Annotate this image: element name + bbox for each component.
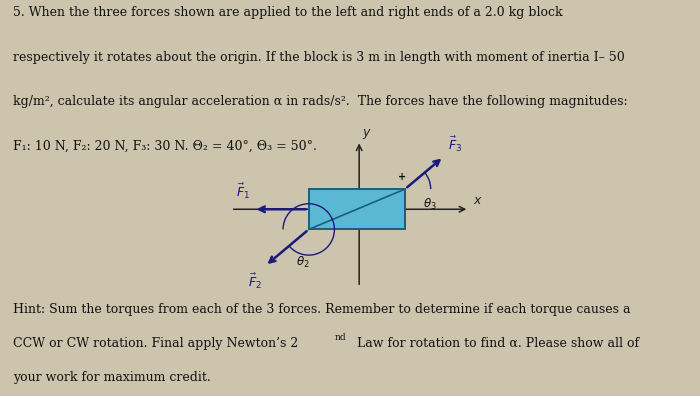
Text: x: x [474,194,481,208]
Text: y: y [362,126,370,139]
Text: respectively it rotates about the origin. If the block is 3 m in length with mom: respectively it rotates about the origin… [13,51,624,64]
Text: $\theta_2$: $\theta_2$ [296,255,310,270]
Text: Law for rotation to find α. Please show all of: Law for rotation to find α. Please show … [353,337,639,350]
Bar [309,189,405,229]
Text: your work for maximum credit.: your work for maximum credit. [13,371,210,384]
Text: 5. When the three forces shown are applied to the left and right ends of a 2.0 k: 5. When the three forces shown are appli… [13,6,562,19]
Text: $\vec{F}_1$: $\vec{F}_1$ [236,182,250,201]
Text: $\theta_3$: $\theta_3$ [424,196,437,211]
Text: $\mathbf{+}$: $\mathbf{+}$ [397,171,406,182]
Text: Hint: Sum the torques from each of the 3 forces. Remember to determine if each t: Hint: Sum the torques from each of the 3… [13,303,630,316]
Text: kg/m², calculate its angular acceleration α in rads/s².  The forces have the fol: kg/m², calculate its angular acceleratio… [13,95,627,108]
Text: $\vec{F}_2$: $\vec{F}_2$ [248,272,262,291]
Text: F₁: 10 N, F₂: 20 N, F₃: 30 N. Θ₂ = 40°, Θ₃ = 50°.: F₁: 10 N, F₂: 20 N, F₃: 30 N. Θ₂ = 40°, … [13,139,316,152]
Text: nd: nd [335,333,346,342]
Text: CCW or CW rotation. Final apply Newton’s 2: CCW or CW rotation. Final apply Newton’s… [13,337,298,350]
Text: $\vec{F}_3$: $\vec{F}_3$ [448,135,463,154]
